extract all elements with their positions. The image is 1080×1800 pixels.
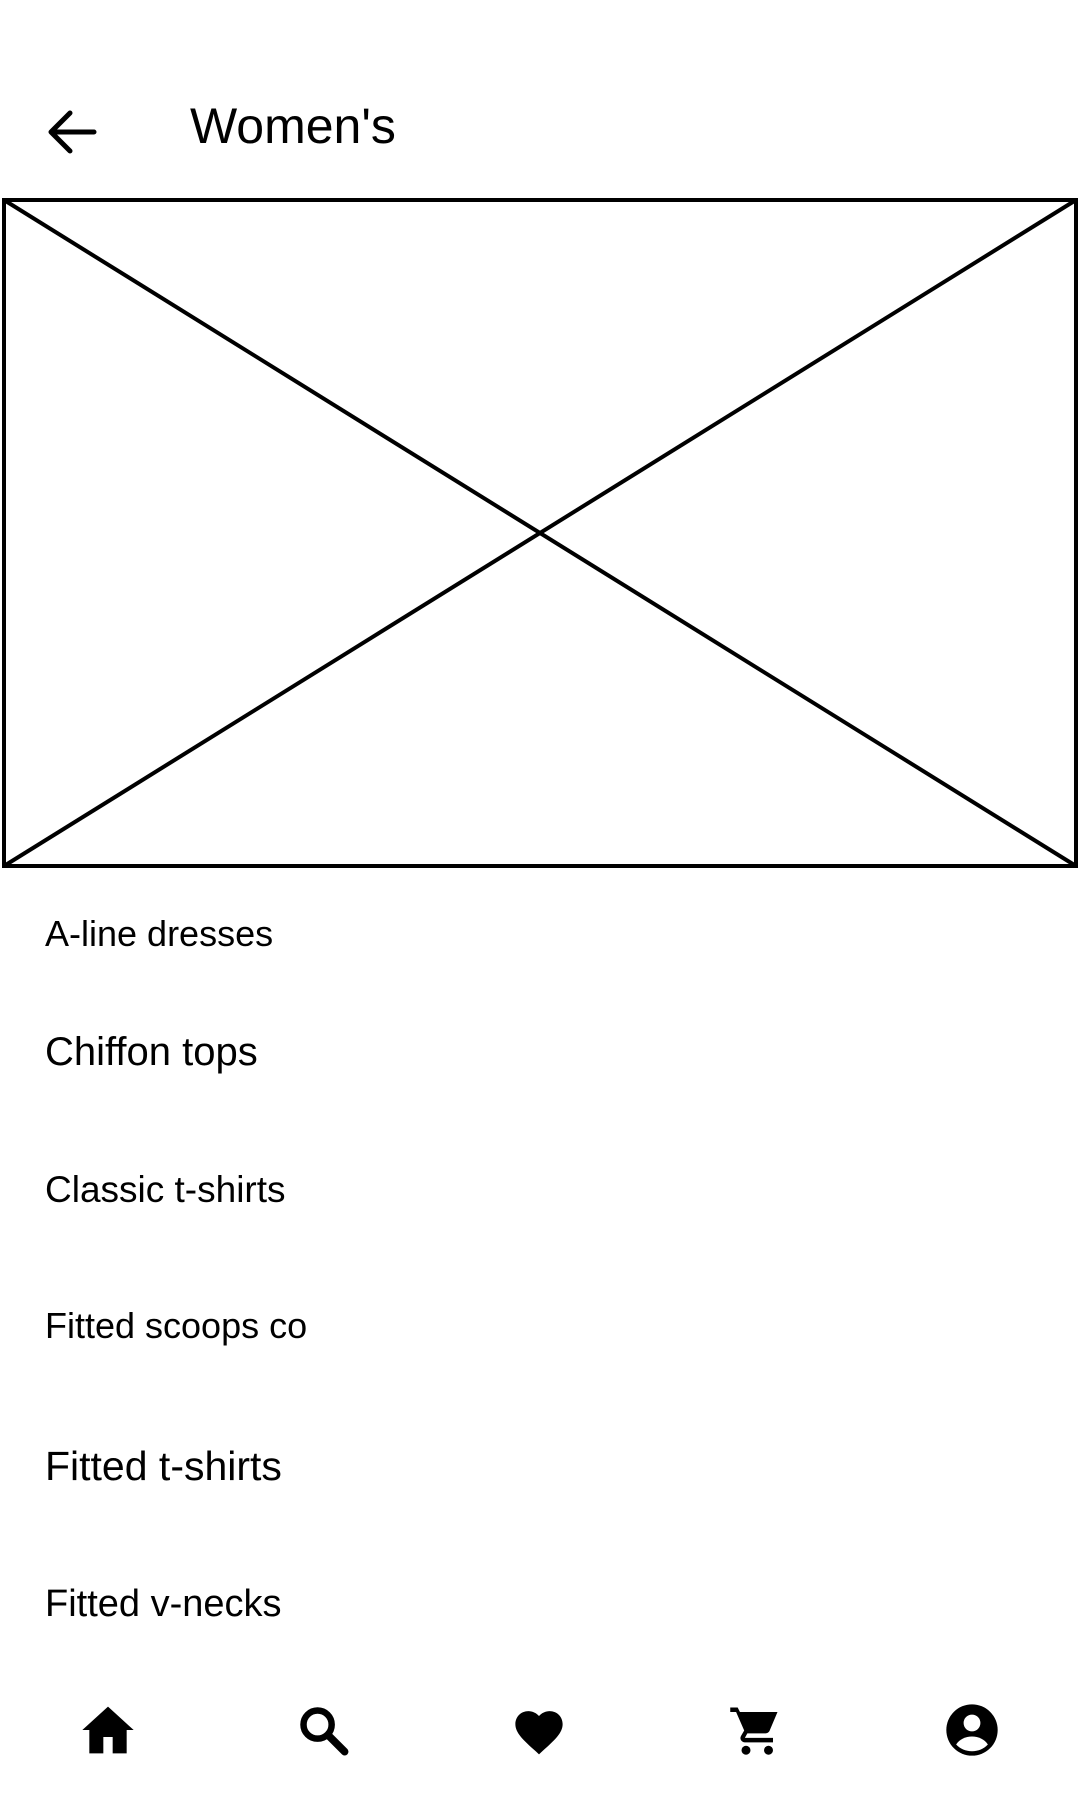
search-icon bbox=[300, 1707, 349, 1756]
back-button[interactable] bbox=[40, 100, 104, 164]
list-item[interactable]: Fitted v-necks bbox=[0, 1558, 1080, 1696]
nav-account-button[interactable] bbox=[932, 1690, 1012, 1770]
list-item[interactable]: Classic t-shirts bbox=[0, 1144, 1080, 1282]
list-item-label: Chiffon tops bbox=[45, 1030, 258, 1074]
heart-icon bbox=[515, 1711, 563, 1755]
list-item-label: Fitted t-shirts bbox=[45, 1443, 282, 1489]
list-item-label: Classic t-shirts bbox=[45, 1169, 286, 1210]
nav-home-button[interactable] bbox=[68, 1690, 148, 1770]
cart-icon bbox=[730, 1707, 778, 1755]
page-title: Women's bbox=[190, 98, 396, 154]
list-item[interactable]: Fitted t-shirts bbox=[0, 1420, 1080, 1558]
nav-search-button[interactable] bbox=[283, 1690, 363, 1770]
home-icon bbox=[82, 1706, 134, 1754]
list-item[interactable]: Fitted scoops co bbox=[0, 1282, 1080, 1420]
arrow-left-icon bbox=[48, 110, 97, 154]
nav-favorites-button[interactable] bbox=[499, 1690, 579, 1770]
list-item-label: Fitted v-necks bbox=[45, 1583, 282, 1625]
bottom-navigation bbox=[0, 1680, 1080, 1780]
account-icon bbox=[946, 1704, 998, 1756]
list-item-label: A-line dresses bbox=[45, 913, 274, 954]
nav-cart-button[interactable] bbox=[715, 1690, 795, 1770]
list-item[interactable]: Chiffon tops bbox=[0, 1006, 1080, 1144]
app-bar: Women's bbox=[0, 0, 1080, 200]
list-item[interactable]: A-line dresses bbox=[0, 868, 1080, 1006]
category-list: A-line dresses Chiffon tops Classic t-sh… bbox=[0, 868, 1080, 1696]
list-item-label: Fitted scoops co bbox=[45, 1305, 308, 1346]
hero-image-placeholder bbox=[2, 198, 1078, 868]
